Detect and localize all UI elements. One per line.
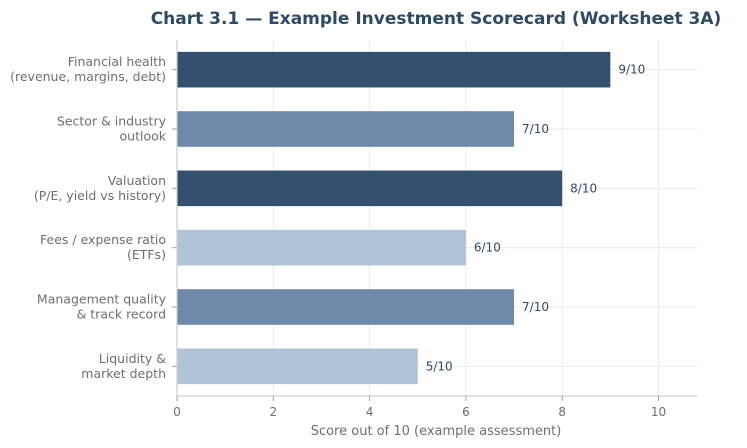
category-label-line: outlook	[120, 129, 167, 144]
axis-layer: Financial health (revenue, margins, debt)…	[10, 40, 697, 419]
category-label: Sector & industry outlook	[57, 114, 167, 144]
x-axis-label: Score out of 10 (example assessment)	[311, 424, 562, 439]
category-label-line: (ETFs)	[127, 247, 166, 262]
category-label-line: Liquidity &	[99, 351, 166, 366]
bar	[177, 51, 611, 88]
data-label: 9/10	[618, 63, 645, 77]
category-label-line: (P/E, yield vs history)	[34, 188, 166, 203]
category-label-line: (revenue, margins, debt)	[10, 69, 166, 84]
bar	[177, 170, 563, 207]
bar	[177, 111, 515, 147]
grid-layer	[177, 40, 697, 396]
category-label-line: Financial health	[68, 54, 166, 69]
bar	[177, 348, 418, 385]
x-tick-label: 4	[366, 405, 374, 419]
x-tick-label: 8	[558, 405, 566, 419]
category-label: Fees / expense ratio (ETFs)	[40, 232, 166, 262]
category-label-line: Valuation	[108, 173, 166, 188]
bar	[177, 229, 466, 266]
chart-title: Chart 3.1 — Example Investment Scorecard…	[151, 9, 722, 29]
category-label-line: & track record	[77, 307, 166, 322]
data-label: 8/10	[570, 181, 597, 195]
x-tick-label: 0	[173, 405, 181, 419]
data-label: 5/10	[426, 359, 453, 373]
category-label-line: Sector & industry	[57, 114, 167, 129]
category-label: Valuation (P/E, yield vs history)	[34, 173, 166, 203]
category-label-line: Management quality	[37, 292, 167, 307]
bar	[177, 289, 515, 325]
category-label: Financial health (revenue, margins, debt)	[10, 54, 166, 84]
x-tick-label: 2	[269, 405, 277, 419]
x-tick-label: 10	[651, 405, 666, 419]
bar-layer: 9/10 7/10 8/10 6/10 7/10 5/10	[177, 51, 645, 385]
category-label: Liquidity & market depth	[81, 351, 166, 381]
category-label: Management quality & track record	[37, 292, 167, 322]
data-label: 6/10	[474, 241, 501, 255]
data-label: 7/10	[522, 300, 549, 314]
category-label-line: Fees / expense ratio	[40, 232, 166, 247]
x-tick-label: 6	[462, 405, 470, 419]
data-label: 7/10	[522, 122, 549, 136]
category-label-line: market depth	[81, 366, 166, 381]
